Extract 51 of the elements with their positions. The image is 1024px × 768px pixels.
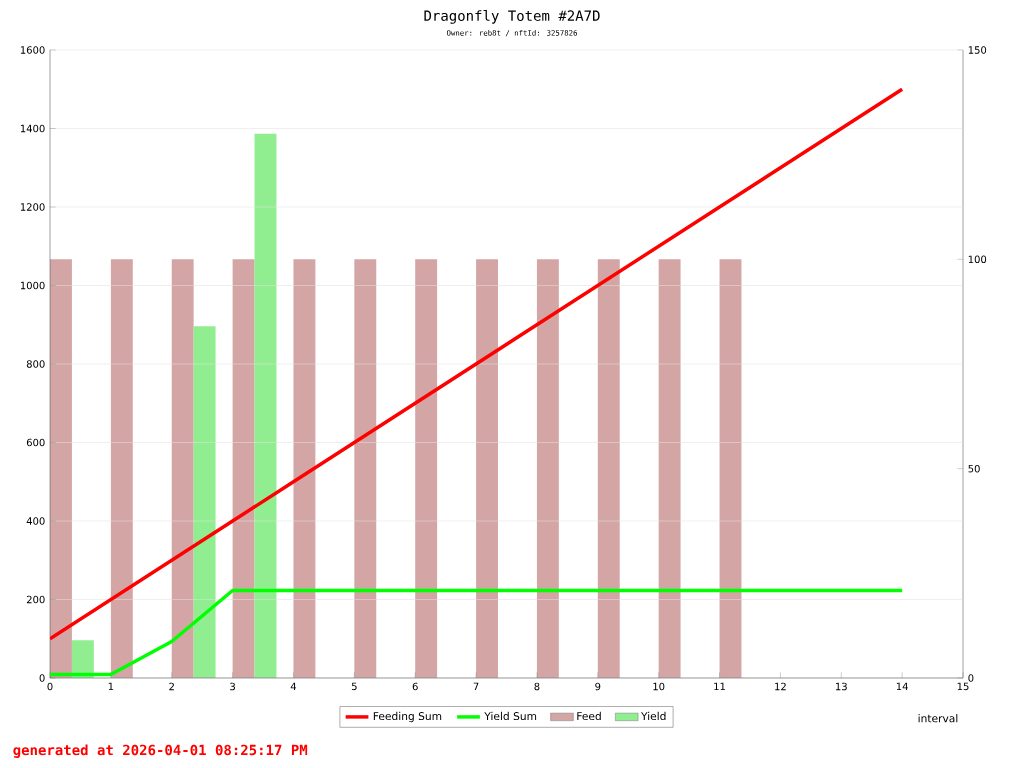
y2-tick-label: 50 <box>968 464 980 473</box>
y-tick-label: 1200 <box>20 203 45 211</box>
y2-tick-label: 150 <box>968 46 987 54</box>
x-tick-label: 10 <box>653 682 665 691</box>
y-tick-label: 600 <box>26 438 45 447</box>
y2-tick-label: 0 <box>968 674 974 682</box>
bar <box>110 259 133 678</box>
y-tick-label: 800 <box>26 360 45 368</box>
bar <box>71 640 94 678</box>
y-tick-label: 1000 <box>20 281 45 290</box>
bar <box>254 133 277 678</box>
y-tick-label: 1600 <box>20 46 45 54</box>
x-tick-label: 7 <box>473 682 479 690</box>
x-tick-label: 8 <box>534 682 540 691</box>
x-tick-label: 6 <box>412 682 418 691</box>
bar <box>354 259 377 678</box>
legend-label: Feeding Sum <box>373 711 442 723</box>
bar <box>476 259 498 678</box>
x-tick-label: 0 <box>47 682 53 691</box>
text: generated at 2026-04-01 08:25:17 PM <box>13 744 308 758</box>
x-axis-title: interval <box>918 714 958 723</box>
x-tick-label: 15 <box>957 682 969 691</box>
x-tick-label: 13 <box>836 682 847 691</box>
bar <box>536 259 559 678</box>
bar <box>719 259 742 678</box>
bar <box>415 259 438 678</box>
y2-tick-label: 100 <box>968 255 987 264</box>
x-tick-label: 14 <box>896 682 908 690</box>
x-tick-label: 5 <box>351 682 357 691</box>
y-tick-label: 200 <box>26 595 45 604</box>
bar <box>597 259 620 678</box>
legend-label: Yield Sum <box>484 711 537 721</box>
x-tick-label: 12 <box>775 682 786 691</box>
legend-label: Feed <box>577 711 601 721</box>
x-tick-label: 9 <box>595 682 601 691</box>
y-tick-label: 1400 <box>20 124 45 133</box>
bar <box>658 259 681 678</box>
x-tick-label: 11 <box>714 682 725 690</box>
y-tick-label: 400 <box>26 517 45 525</box>
x-tick-label: 1 <box>108 682 114 690</box>
bar <box>50 259 72 678</box>
x-tick-label: 3 <box>230 682 235 691</box>
x-tick-label: 2 <box>169 682 174 691</box>
chart-title: Dragonfly Totem #2A7D <box>424 10 600 24</box>
bar <box>193 326 216 678</box>
bar <box>232 259 255 678</box>
x-tick-label: 4 <box>290 682 297 690</box>
bar <box>171 259 194 678</box>
bar <box>293 259 316 678</box>
y-tick-label: 0 <box>39 674 45 682</box>
legend-label: Yield <box>641 711 666 721</box>
